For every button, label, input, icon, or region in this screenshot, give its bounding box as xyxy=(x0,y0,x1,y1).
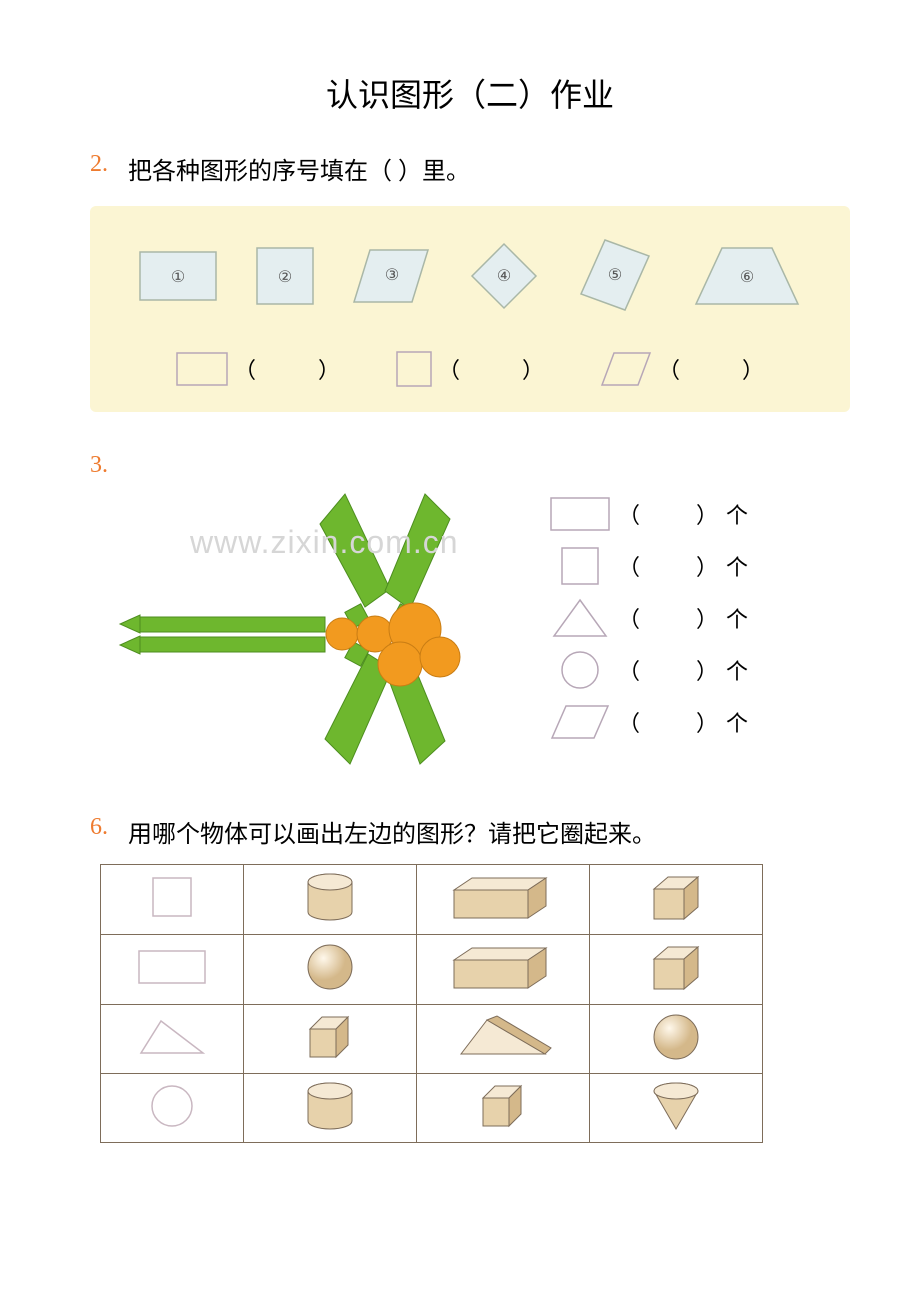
q6-table xyxy=(100,864,763,1143)
answer-square: （ ） xyxy=(396,351,544,387)
q6-line: 6. 用哪个物体可以画出左边的图形？请把它圈起来。 xyxy=(90,814,850,849)
page-title: 认识图形（二）作业 xyxy=(90,70,850,116)
q3-number: 3. xyxy=(90,452,118,479)
table-row xyxy=(101,865,763,935)
shape-trapezoid-6: ⑥ xyxy=(692,244,802,308)
outline-square-icon xyxy=(396,351,432,387)
table-row xyxy=(101,1005,763,1074)
target-circle xyxy=(101,1074,244,1143)
blank-close: ） xyxy=(522,353,544,385)
count-row-circle: （） 个 xyxy=(550,650,850,690)
dragonfly-figure xyxy=(90,489,550,769)
count-row-square: （） 个 xyxy=(550,546,850,586)
label-2: ② xyxy=(278,269,292,286)
outline-parallelogram-icon xyxy=(600,351,652,387)
label-4: ④ xyxy=(497,268,511,285)
solid-cylinder-2[interactable] xyxy=(244,1074,417,1143)
q2-text: 把各种图形的序号填在（ ）里。 xyxy=(128,151,850,186)
shape-rectangle-1: ① xyxy=(138,250,218,302)
solid-cube-2[interactable] xyxy=(590,935,763,1005)
blank-close: ） xyxy=(742,353,764,385)
q3-content: www.zixin.com.cn xyxy=(90,489,850,774)
table-row xyxy=(101,935,763,1005)
table-row xyxy=(101,1074,763,1143)
blank-close: ） xyxy=(318,353,340,385)
label-5: ⑤ xyxy=(608,267,622,284)
q3-line: 3. xyxy=(90,452,850,479)
solid-cuboid-long[interactable] xyxy=(417,865,590,935)
q6-text: 用哪个物体可以画出左边的图形？请把它圈起来。 xyxy=(128,814,850,849)
solid-sphere[interactable] xyxy=(244,935,417,1005)
target-square xyxy=(101,865,244,935)
target-rectangle xyxy=(101,935,244,1005)
question-2: 2. 把各种图形的序号填在（ ）里。 ① ② ③ xyxy=(90,151,850,412)
shape-square-2: ② xyxy=(255,246,315,306)
q3-figure: www.zixin.com.cn xyxy=(90,489,550,774)
solid-cuboid-long-2[interactable] xyxy=(417,935,590,1005)
answer-parallelogram: （ ） xyxy=(600,351,764,387)
q3-counts: （） 个 （） 个 （） 个 （） 个 xyxy=(550,489,850,774)
q2-number: 2. xyxy=(90,151,118,178)
solid-cone[interactable] xyxy=(590,1074,763,1143)
label-1: ① xyxy=(171,269,185,286)
q2-line: 2. 把各种图形的序号填在（ ）里。 xyxy=(90,151,850,186)
count-row-triangle: （） 个 xyxy=(550,598,850,638)
q6-number: 6. xyxy=(90,814,118,841)
outline-rectangle-icon xyxy=(176,352,228,386)
label-6: ⑥ xyxy=(739,269,753,286)
answer-rectangle: （ ） xyxy=(176,352,340,386)
solid-cube[interactable] xyxy=(590,865,763,935)
solid-prism-triangle[interactable] xyxy=(417,1005,590,1074)
blank-open: （ xyxy=(658,353,680,385)
solid-cube-3[interactable] xyxy=(244,1005,417,1074)
solid-cube-4[interactable] xyxy=(417,1074,590,1143)
blank-open: （ xyxy=(234,353,256,385)
count-row-parallelogram: （） 个 xyxy=(550,702,850,742)
solid-cylinder[interactable] xyxy=(244,865,417,935)
worksheet-page: 认识图形（二）作业 2. 把各种图形的序号填在（ ）里。 ① ② xyxy=(0,0,920,1233)
count-row-rectangle: （） 个 xyxy=(550,494,850,534)
solid-sphere-2[interactable] xyxy=(590,1005,763,1074)
blank-open: （ xyxy=(438,353,460,385)
shape-parallelogram-3: ③ xyxy=(352,246,432,306)
label-3: ③ xyxy=(384,267,398,284)
question-6: 6. 用哪个物体可以画出左边的图形？请把它圈起来。 xyxy=(90,814,850,1143)
shape-diamond-4: ④ xyxy=(468,240,540,312)
shape-tilted-rect-5: ⑤ xyxy=(577,236,655,316)
q2-row-shapes: ① ② ③ ④ xyxy=(120,236,820,316)
q2-shapes-box: ① ② ③ ④ xyxy=(90,206,850,412)
question-3: 3. www.zixin.com.cn xyxy=(90,452,850,774)
q2-row-answers: （ ） （ ） （ ） xyxy=(120,351,820,387)
target-triangle xyxy=(101,1005,244,1074)
